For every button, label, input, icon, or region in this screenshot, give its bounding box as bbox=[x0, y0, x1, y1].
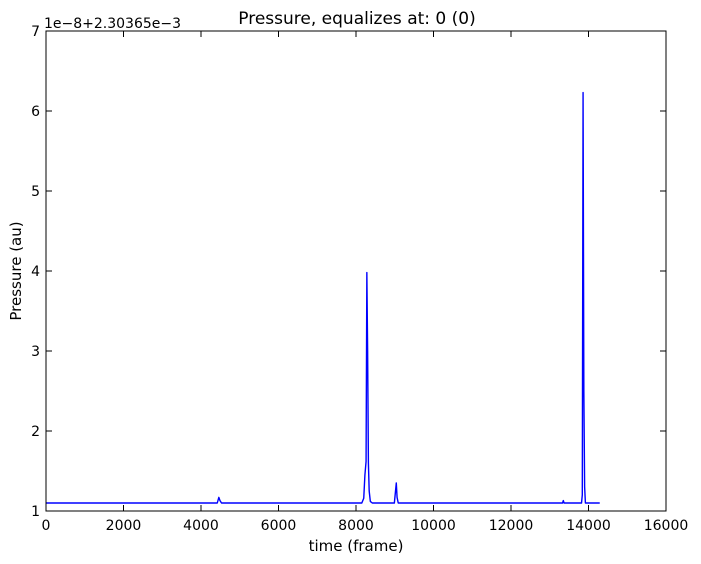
axes-frame bbox=[45, 30, 667, 512]
x-tick-label: 10000 bbox=[411, 518, 456, 534]
y-tick-label: 5 bbox=[31, 184, 40, 200]
x-tick-label: 0 bbox=[42, 518, 51, 534]
x-tick-label: 2000 bbox=[106, 518, 142, 534]
x-tick-label: 12000 bbox=[489, 518, 534, 534]
plot-area bbox=[46, 91, 600, 504]
x-tick-label: 14000 bbox=[566, 518, 611, 534]
y-tick-label: 2 bbox=[31, 424, 40, 440]
y-tick-label: 1 bbox=[31, 504, 40, 520]
tick-labels: 0 2000 4000 6000 8000 10000 12000 14000 16000 1 2 3… bbox=[31, 24, 688, 534]
pressure-series-line bbox=[46, 91, 600, 504]
y-tick-label: 6 bbox=[31, 104, 40, 120]
x-tick-label: 8000 bbox=[338, 518, 374, 534]
x-tick-label: 6000 bbox=[261, 518, 297, 534]
x-axis-label: time (frame) bbox=[309, 537, 404, 555]
chart-title: Pressure, equalizes at: 0 (0) bbox=[238, 9, 475, 29]
y-tick-label: 4 bbox=[31, 264, 40, 280]
x-tick-label: 16000 bbox=[644, 518, 689, 534]
axis-offset-text: 1e−8+2.30365e−3 bbox=[44, 16, 181, 32]
x-tick-label: 4000 bbox=[183, 518, 219, 534]
y-axis-label: Pressure (au) bbox=[7, 221, 25, 320]
y-tick-label: 7 bbox=[31, 24, 40, 40]
y-tick-label: 3 bbox=[31, 344, 40, 360]
